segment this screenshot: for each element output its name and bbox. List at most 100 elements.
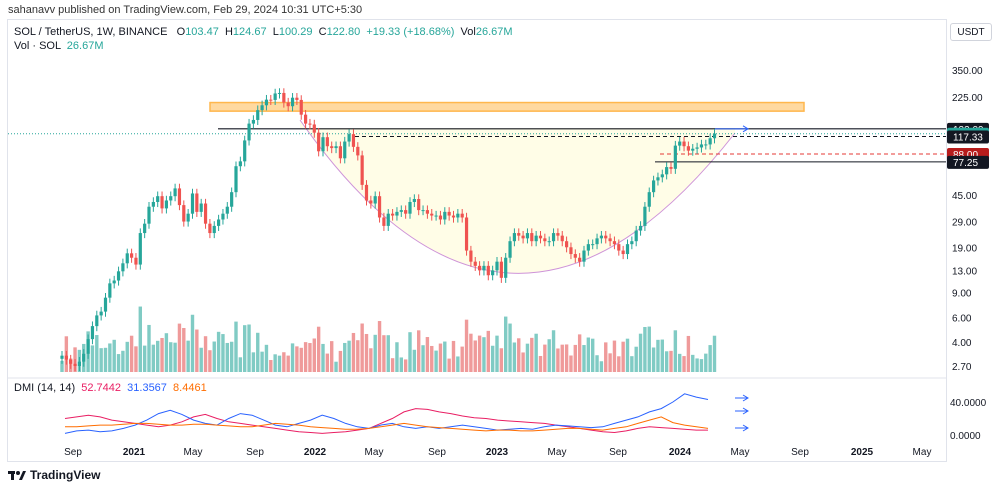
volume-bar xyxy=(195,329,199,372)
volume-bar xyxy=(525,343,530,372)
volume-bar xyxy=(347,340,351,372)
volume-bar xyxy=(142,345,147,372)
volume-bars xyxy=(60,306,717,372)
candle xyxy=(364,184,369,201)
candle xyxy=(116,271,121,281)
volume-bar xyxy=(638,333,643,372)
volume-bar xyxy=(412,349,417,372)
price-tick-label: 2.70 xyxy=(952,362,972,373)
candle xyxy=(164,200,168,209)
candle xyxy=(377,196,382,218)
candle xyxy=(399,210,403,212)
candle xyxy=(330,146,334,149)
vol-sol-label: Vol · SOL xyxy=(14,40,61,52)
tradingview-logo[interactable]: TradingView xyxy=(8,468,100,482)
dmi-label[interactable]: DMI (14, 14) xyxy=(14,382,76,394)
volume-bar xyxy=(647,326,651,372)
candle xyxy=(612,241,617,245)
time-tick-label: May xyxy=(184,447,203,458)
volume-bar xyxy=(560,344,564,372)
volume-bar xyxy=(229,341,234,372)
time-tick-label: May xyxy=(548,447,567,458)
candle xyxy=(199,203,203,212)
candle xyxy=(299,99,303,115)
ohlc-legend: SOL / TetherUS, 1W, BINANCE O103.47 H124… xyxy=(14,26,513,38)
candle xyxy=(256,110,260,120)
candle xyxy=(560,235,564,242)
volume-bar xyxy=(443,341,447,372)
candle xyxy=(512,233,516,242)
volume-bar xyxy=(269,360,273,372)
candle xyxy=(308,123,312,125)
volume-bar xyxy=(438,343,443,372)
candle xyxy=(130,253,134,258)
volume-bar xyxy=(660,339,664,372)
candle xyxy=(460,213,464,218)
volume-bar xyxy=(134,346,138,372)
volume-bar xyxy=(247,324,251,372)
volume-bar xyxy=(112,339,116,372)
candle xyxy=(412,199,416,202)
candle xyxy=(277,92,282,94)
price-tick-label: 4.00 xyxy=(952,338,972,349)
volume-bar xyxy=(699,359,704,372)
high-label: H xyxy=(224,26,233,38)
time-tick-label: May xyxy=(913,447,932,458)
candle xyxy=(351,134,356,147)
candle xyxy=(643,206,647,226)
candle xyxy=(656,177,660,181)
candle xyxy=(530,233,534,242)
volume-bar xyxy=(338,350,343,372)
symbol-title[interactable]: SOL / TetherUS, 1W, BINANCE xyxy=(14,26,168,38)
volume-bar xyxy=(212,341,216,372)
low-value: 100.29 xyxy=(278,26,313,38)
candle xyxy=(404,210,408,214)
volume-bar xyxy=(595,355,599,372)
volume-bar xyxy=(286,355,290,372)
candle xyxy=(425,210,429,214)
volume-bar xyxy=(243,325,247,372)
candle xyxy=(273,93,277,100)
dmi-tick-label: 0.0000 xyxy=(950,431,981,442)
dmi-minus-line xyxy=(64,393,709,434)
volume-bar xyxy=(538,355,543,372)
volume-bar xyxy=(103,347,108,372)
volume-bar xyxy=(238,357,243,372)
volume-bar xyxy=(651,347,656,372)
candle xyxy=(695,147,699,149)
candle xyxy=(325,137,329,147)
volume-bar xyxy=(417,330,421,372)
time-tick-label: 2024 xyxy=(669,447,692,458)
candle xyxy=(90,326,95,340)
volume-bar xyxy=(390,358,395,372)
price-tick-label: 29.00 xyxy=(952,218,977,229)
vol-value: 26.67M xyxy=(475,26,513,38)
volume-bar xyxy=(177,323,182,372)
volume-bar xyxy=(321,343,325,372)
price-tick-label: 350.00 xyxy=(952,66,983,77)
candle xyxy=(569,247,573,255)
candle xyxy=(625,244,630,255)
low-label: L xyxy=(272,26,279,38)
dmi-adx-value: 8.4461 xyxy=(173,382,207,394)
volume-bar xyxy=(551,330,556,372)
currency-button[interactable]: USDT xyxy=(950,23,992,41)
candle xyxy=(217,219,221,226)
volume-bar xyxy=(604,342,608,372)
candle xyxy=(499,261,503,278)
volume-bar xyxy=(225,342,229,372)
price-tick-label: 19.00 xyxy=(952,243,977,254)
candle xyxy=(591,244,595,246)
candle xyxy=(682,141,686,147)
volume-bar xyxy=(451,340,456,372)
candle xyxy=(203,203,208,224)
volume-bar xyxy=(169,342,173,372)
volume-bar xyxy=(664,351,669,372)
cup-curve xyxy=(299,119,736,274)
time-tick-label: 2022 xyxy=(304,447,327,458)
volume-legend: Vol · SOL 26.67M xyxy=(14,40,104,52)
candle xyxy=(430,213,434,216)
volume-bar xyxy=(173,342,177,372)
candle xyxy=(69,359,73,364)
